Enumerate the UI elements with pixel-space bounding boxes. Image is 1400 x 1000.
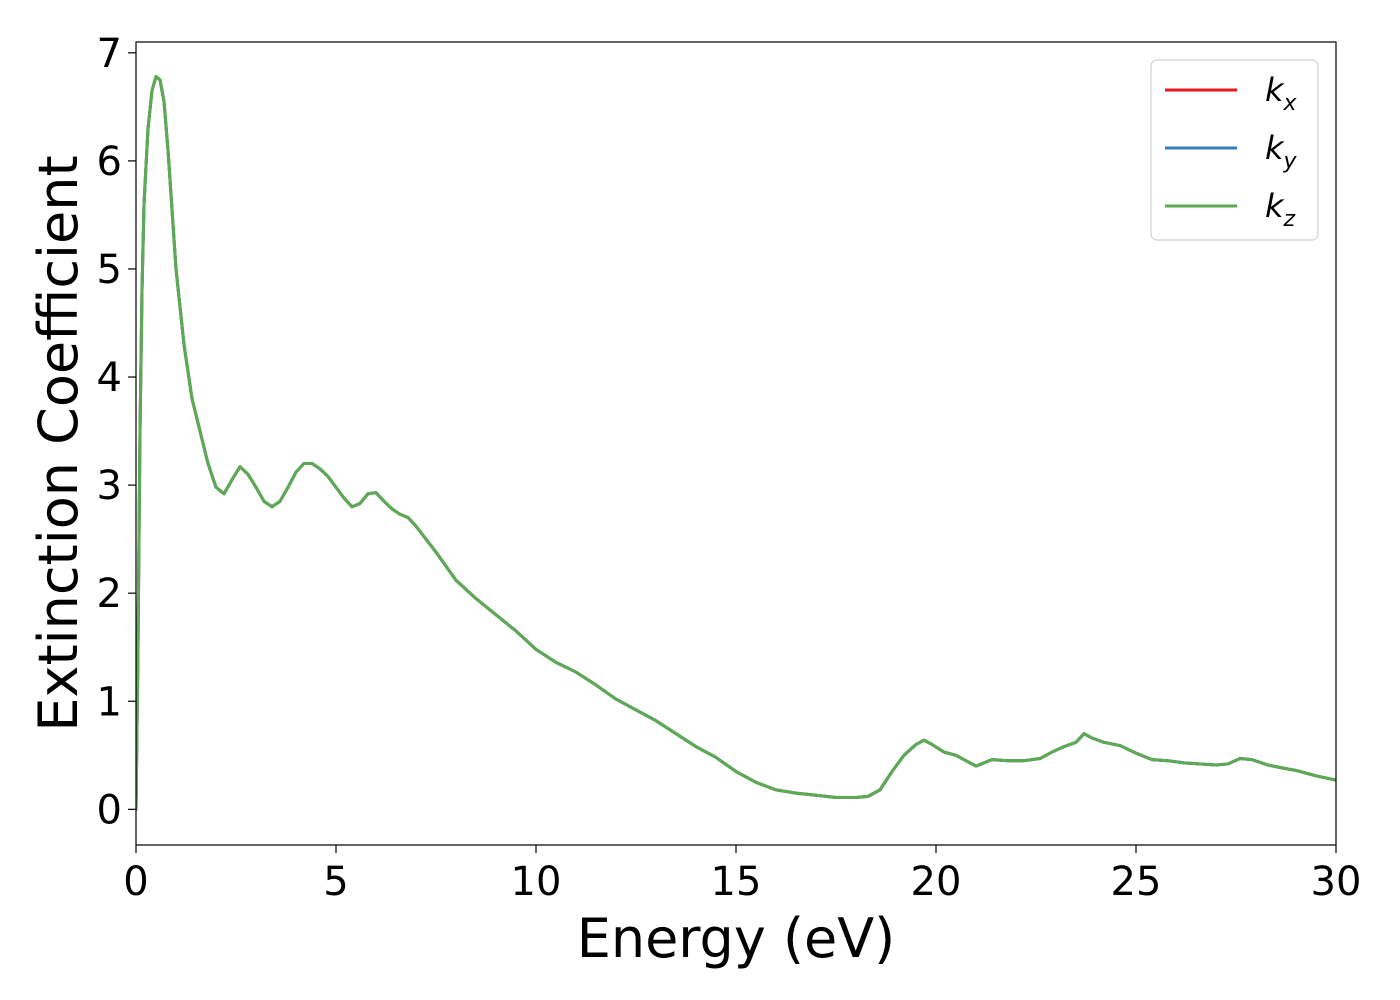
series-line-kz [136, 75, 1336, 811]
x-axis-label: Energy (eV) [577, 907, 896, 970]
legend-label-kz: kz [1265, 187, 1296, 232]
legend-label-kx: kx [1265, 71, 1298, 116]
y-axis-label: Extinction Coefficient [27, 155, 90, 731]
x-tick-label: 25 [1111, 859, 1162, 905]
y-tick-label: 6 [97, 139, 122, 185]
legend-subscript: x [1283, 91, 1298, 116]
x-tick-label: 15 [711, 859, 762, 905]
plot-area [136, 42, 1336, 845]
legend-label-ky: ky [1265, 129, 1298, 174]
y-tick-label: 0 [97, 787, 122, 833]
legend-symbol: k [1265, 187, 1285, 225]
legend-box [1150, 59, 1319, 241]
y-axis-ticks: 0 1 2 3 4 5 6 7 [97, 31, 136, 833]
y-tick-label: 7 [97, 31, 122, 77]
x-tick-label: 20 [911, 859, 962, 905]
x-tick-label: 5 [323, 859, 348, 905]
y-tick-label: 1 [97, 679, 122, 725]
legend-subscript: z [1283, 207, 1296, 232]
x-tick-label: 30 [1311, 859, 1362, 905]
y-tick-label: 3 [97, 463, 122, 509]
legend-symbol: k [1265, 71, 1285, 109]
x-tick-label: 0 [123, 859, 148, 905]
y-tick-label: 2 [97, 571, 122, 617]
legend-symbol: k [1265, 129, 1285, 167]
x-tick-label: 10 [511, 859, 562, 905]
series-layer [136, 75, 1336, 811]
y-tick-label: 5 [97, 247, 122, 293]
x-axis-ticks: 0 5 10 15 20 25 30 [123, 845, 1361, 905]
legend-subscript: y [1283, 149, 1298, 174]
y-tick-label: 4 [97, 355, 122, 401]
